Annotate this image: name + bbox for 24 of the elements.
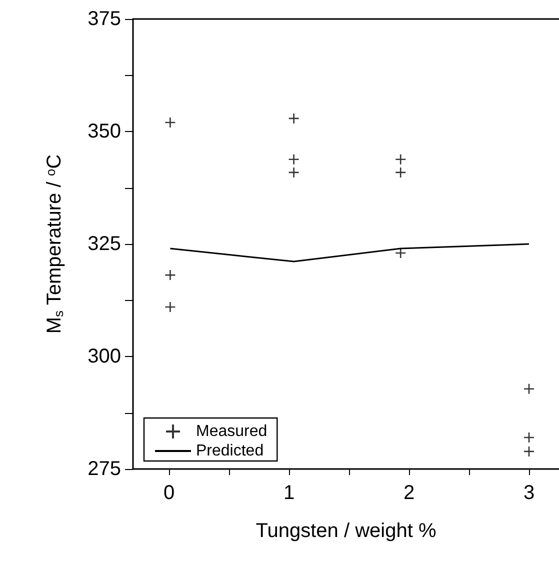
point [288, 154, 300, 166]
point [288, 166, 300, 178]
point [394, 154, 406, 166]
y-tick-label: 300 [88, 346, 121, 368]
y-tick-label: 375 [88, 8, 121, 30]
point [523, 446, 535, 458]
point [164, 269, 176, 281]
y-tick-label: 350 [88, 120, 121, 142]
y-axis-title: Ms Temperature / oC [43, 154, 66, 334]
point [288, 112, 300, 124]
point [164, 301, 176, 313]
x-tick-label: 3 [523, 482, 535, 504]
point [394, 166, 406, 178]
y-tick-label: 325 [88, 233, 121, 255]
point [523, 432, 535, 444]
y-tick-label: 275 [88, 458, 121, 480]
point [523, 383, 535, 395]
x-tick-label: 1 [283, 482, 295, 504]
x-tick-label: 0 [163, 482, 175, 504]
x-tick-label: 2 [403, 482, 415, 504]
legend-label: Predicted [196, 442, 264, 460]
point [164, 116, 176, 128]
x-axis-title: Tungsten / weight % [256, 520, 436, 542]
legend-label: Measured [196, 423, 268, 440]
